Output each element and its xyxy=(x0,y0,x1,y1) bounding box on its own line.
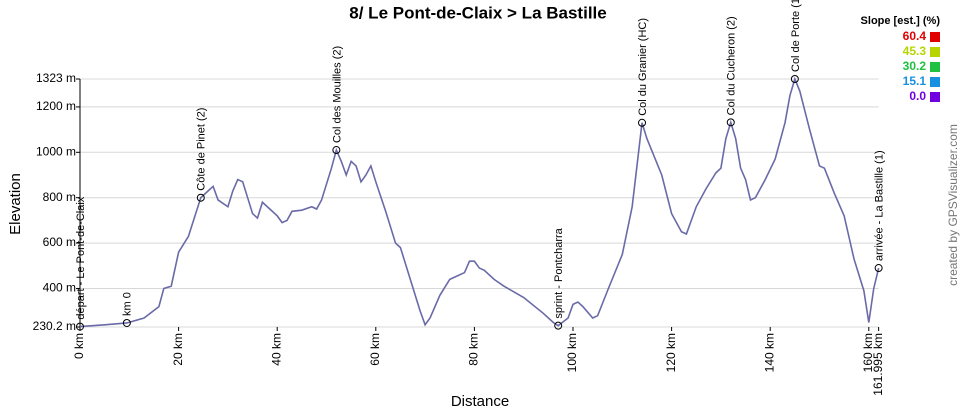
waypoint xyxy=(726,118,735,127)
legend-title: Slope [est.] (%) xyxy=(861,15,941,27)
legend-swatch xyxy=(930,92,940,102)
y-tick-label: 230.2 m xyxy=(33,319,76,333)
waypoint-label: sprint - Pontcharra xyxy=(553,227,565,318)
x-tick-label: 161.995 km xyxy=(871,333,885,396)
x-tick-label: 20 km xyxy=(171,333,185,366)
legend-label: 30.2 xyxy=(903,59,927,73)
y-tick-label: 1200 m xyxy=(36,99,76,113)
y-axis-title: Elevation xyxy=(7,173,24,235)
credit: created by GPSVisualizer.com xyxy=(946,124,960,286)
waypoint-label: arrivée - La Bastille (1) xyxy=(874,150,886,261)
y-tick-label: 1323 m xyxy=(36,71,76,85)
waypoint xyxy=(554,321,563,330)
elevation-line xyxy=(79,76,880,328)
legend-swatch xyxy=(930,77,940,87)
legend-label: 45.3 xyxy=(903,44,927,58)
waypoint xyxy=(196,193,205,202)
y-tick-label: 600 m xyxy=(43,235,76,249)
waypoint-label: Côte de Pinet (2) xyxy=(196,108,208,191)
legend-swatch xyxy=(930,62,940,72)
waypoint-label: départ - Le Pont-de-Claix xyxy=(75,196,87,319)
legend-label: 60.4 xyxy=(903,29,927,43)
x-tick-label: 60 km xyxy=(368,333,382,366)
legend-swatch xyxy=(930,32,940,42)
x-tick-label: 160 km xyxy=(861,333,875,372)
x-axis-title: Distance xyxy=(451,393,509,410)
x-tick-label: 40 km xyxy=(269,333,283,366)
waypoint-label: km 0 xyxy=(122,292,134,316)
waypoint xyxy=(790,75,799,83)
waypoint xyxy=(332,146,341,155)
waypoint-label: Col de Porte (1) xyxy=(790,0,802,72)
x-tick-label: 100 km xyxy=(565,333,579,372)
legend-label: 15.1 xyxy=(903,74,927,88)
x-tick-label: 80 km xyxy=(467,333,481,366)
x-tick-label: 0 km xyxy=(72,333,86,359)
waypoint xyxy=(122,318,131,327)
x-tick-label: 120 km xyxy=(664,333,678,372)
waypoint xyxy=(76,322,84,331)
waypoint xyxy=(874,264,883,273)
waypoint-label: Col du Cucheron (2) xyxy=(726,16,738,115)
x-tick-label: 140 km xyxy=(762,333,776,372)
y-tick-label: 1000 m xyxy=(36,144,76,158)
waypoint-label: Col des Mouilles (2) xyxy=(331,46,343,143)
y-tick-label: 800 m xyxy=(43,190,76,204)
legend-swatch xyxy=(930,47,940,57)
legend-label: 0.0 xyxy=(909,89,926,103)
chart-title: 8/ Le Pont-de-Claix > La Bastille xyxy=(349,3,606,22)
waypoint xyxy=(638,118,647,127)
waypoint-label: Col du Granier (HC) xyxy=(637,18,649,116)
y-tick-label: 400 m xyxy=(43,281,76,295)
